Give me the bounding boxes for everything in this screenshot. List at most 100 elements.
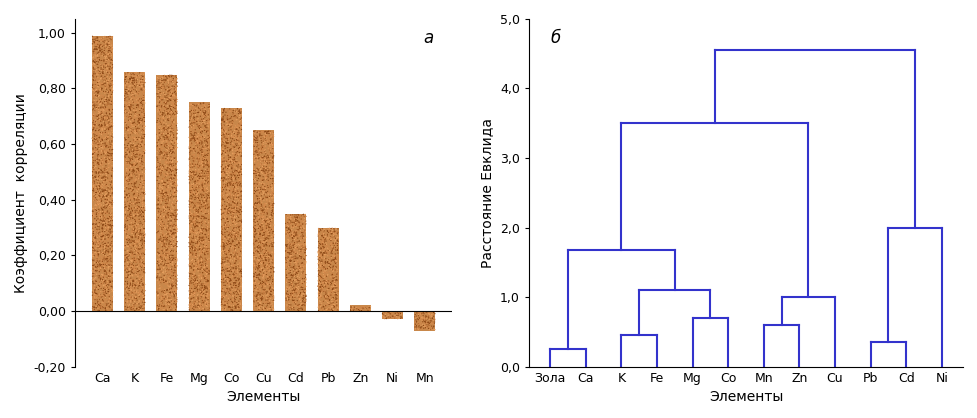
Point xyxy=(101,155,116,162)
Point xyxy=(187,277,202,284)
Point xyxy=(94,258,109,265)
Point xyxy=(254,161,270,168)
Point xyxy=(136,184,151,191)
Point xyxy=(219,240,234,246)
Point xyxy=(86,70,102,77)
Point xyxy=(253,216,269,222)
Point xyxy=(198,237,214,244)
Point xyxy=(230,135,245,142)
Point xyxy=(252,254,268,261)
Point xyxy=(118,84,134,90)
Point xyxy=(286,240,302,247)
Point xyxy=(86,177,102,184)
Point xyxy=(224,174,239,181)
Point xyxy=(121,118,137,125)
Point xyxy=(192,129,208,136)
Point xyxy=(253,186,269,193)
Point xyxy=(253,264,269,271)
Point xyxy=(218,222,234,228)
Point xyxy=(417,319,433,325)
Point xyxy=(417,319,433,326)
Point xyxy=(292,215,308,222)
Point xyxy=(229,229,244,235)
Point xyxy=(129,305,145,312)
Point xyxy=(266,192,281,199)
Point xyxy=(100,281,115,288)
Point xyxy=(157,183,173,189)
Point xyxy=(86,46,102,53)
Point xyxy=(90,115,106,121)
Point xyxy=(198,197,214,204)
Point xyxy=(103,94,118,100)
Point xyxy=(256,232,272,239)
Point xyxy=(232,112,247,119)
Point xyxy=(216,189,232,196)
Point xyxy=(95,161,110,168)
Point xyxy=(158,192,174,199)
Point xyxy=(92,201,107,208)
Point xyxy=(129,166,145,172)
Point xyxy=(137,69,152,76)
Point xyxy=(131,99,147,106)
Point xyxy=(157,286,173,293)
Point xyxy=(227,237,242,244)
Point xyxy=(259,209,275,216)
Point xyxy=(167,269,183,276)
Point xyxy=(92,268,107,275)
Point xyxy=(288,212,304,218)
Point xyxy=(168,105,184,112)
Point xyxy=(102,122,117,129)
Point xyxy=(163,102,179,109)
Point xyxy=(93,242,108,249)
Point xyxy=(120,177,136,184)
Point xyxy=(228,150,243,157)
Point xyxy=(225,217,240,224)
Point xyxy=(91,69,106,76)
Point xyxy=(128,147,144,154)
Point xyxy=(160,89,176,96)
Point xyxy=(200,134,216,141)
Point xyxy=(132,136,148,143)
Point xyxy=(101,93,116,99)
Point xyxy=(295,274,311,281)
Point xyxy=(185,238,200,245)
Point xyxy=(150,247,166,253)
Point xyxy=(183,196,198,202)
Point xyxy=(89,39,105,46)
Point xyxy=(136,285,151,292)
Point xyxy=(102,277,117,284)
Point xyxy=(230,301,245,308)
Point xyxy=(165,164,181,171)
Point xyxy=(221,251,236,258)
Point xyxy=(119,206,135,212)
Text: б: б xyxy=(551,29,561,47)
Point xyxy=(196,277,212,284)
Point xyxy=(196,100,212,107)
Point xyxy=(230,130,245,137)
Point xyxy=(134,251,149,258)
Point xyxy=(281,296,297,303)
Point xyxy=(199,223,215,230)
Point xyxy=(101,52,116,59)
Point xyxy=(319,232,335,239)
Point xyxy=(324,272,340,278)
Point xyxy=(265,260,280,266)
Point xyxy=(122,82,138,89)
Point xyxy=(95,169,110,176)
Point xyxy=(250,166,266,172)
Point xyxy=(281,250,297,257)
Point xyxy=(121,268,137,275)
Point xyxy=(224,180,239,186)
Point xyxy=(223,157,238,163)
Point xyxy=(157,179,173,186)
Point xyxy=(265,142,280,148)
Point xyxy=(164,220,180,227)
Point xyxy=(261,249,276,256)
Point xyxy=(135,292,150,298)
Point xyxy=(227,200,242,206)
Point xyxy=(93,213,108,220)
Point xyxy=(119,255,135,261)
Point xyxy=(262,284,277,291)
Point xyxy=(258,135,274,142)
Point xyxy=(150,157,166,164)
